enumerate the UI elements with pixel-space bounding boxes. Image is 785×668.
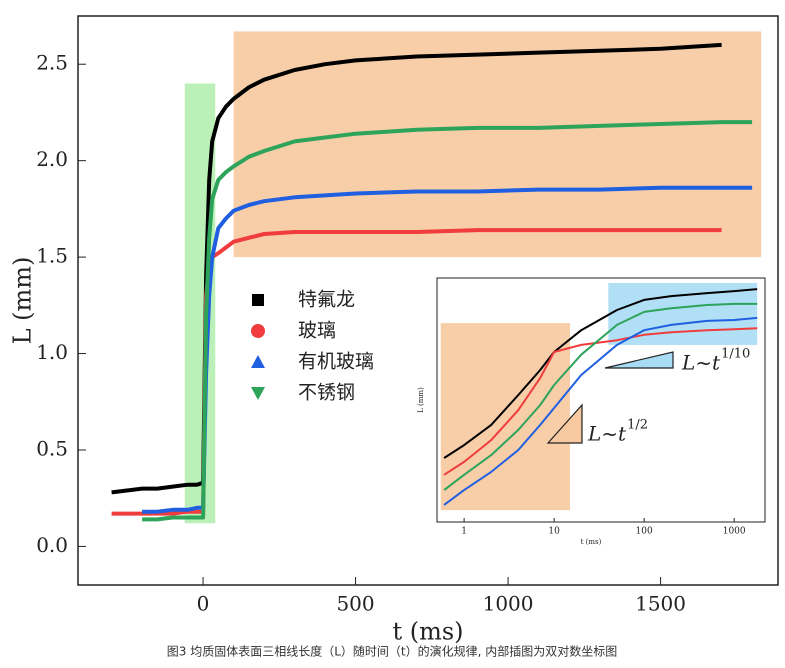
x-tick-label: 1000 [483,592,534,616]
x-tick-label: 10 [548,527,560,537]
series-line [142,185,753,514]
x-tick-label: 100 [636,527,653,537]
shaded-region [608,282,758,345]
annotation: L~t [681,351,721,375]
series-line [443,316,758,506]
legend-marker [251,355,265,368]
series-line [111,42,722,495]
y-axis-label: L (mm) [417,387,425,413]
y-tick-label: 1.5 [36,244,68,268]
y-tick-label: 1.0 [36,340,68,364]
plot-frame [77,15,779,586]
x-axis-label: t (ms) [392,618,463,646]
x-tick-label: 0 [197,592,210,616]
main-chart: 0 500 1000 1500 0.0 0.5 1.0 1.5 2.0 2.5 t (ms) L (m… [9,15,779,646]
y-tick-label: 2.5 [36,51,68,75]
series-line [443,327,758,476]
x-tick-label: 500 [336,592,374,616]
y-tick-label: 0.5 [36,436,68,460]
legend-label: 不锈钢 [298,382,355,404]
caption: 图3 均质固体表面三相线长度（L）随时间（t）的演化规律, 内部插图为双对数坐标… [167,644,617,659]
plot-frame [436,277,766,523]
shaded-region [440,323,570,511]
annotation-exponent: 1/10 [721,347,750,362]
y-axis-label: L (mm) [9,257,37,345]
legend-label: 特氟龙 [298,289,355,311]
series-line [443,288,758,459]
y-tick-label: 2.0 [36,147,68,171]
legend-label: 有机玻璃 [298,351,374,373]
series-line [142,120,753,522]
x-tick-label: 1 [461,527,467,537]
x-tick-label: 1500 [635,592,686,616]
annotation-exponent: 1/2 [627,418,648,433]
shaded-region [233,31,762,258]
x-axis-label: t (ms) [581,538,602,546]
slope-triangle [604,351,674,369]
y-tick-label: 0.0 [36,533,68,557]
slope-triangle [546,403,583,444]
x-tick-label: 1000 [723,527,746,537]
legend-marker [252,294,264,306]
series-line [111,228,722,516]
legend-marker [251,324,265,338]
legend-label: 玻璃 [298,320,336,342]
legend-marker [251,387,265,400]
annotation: L~t [587,422,627,446]
series-line [443,302,758,491]
